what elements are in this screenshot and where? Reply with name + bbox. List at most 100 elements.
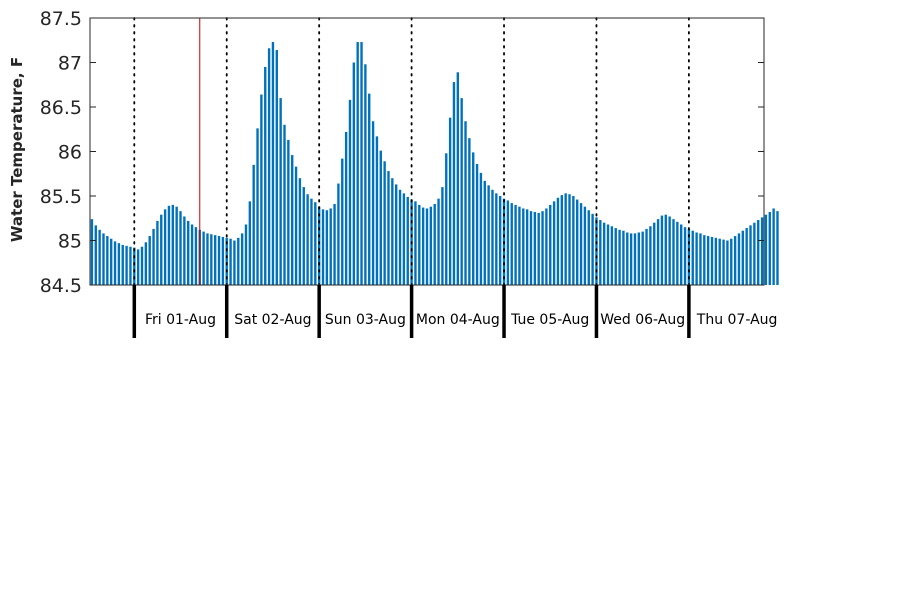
bar (626, 232, 629, 285)
bar (745, 228, 748, 285)
bar (483, 180, 486, 285)
bar (433, 204, 436, 285)
bar (183, 216, 186, 285)
bar (768, 212, 771, 285)
bar (660, 215, 664, 285)
bar (722, 239, 725, 285)
bar (244, 224, 248, 285)
bar (730, 238, 733, 285)
bar (394, 184, 398, 285)
bar (187, 220, 190, 285)
bar (764, 214, 768, 285)
bar (252, 164, 255, 285)
bar (225, 237, 228, 285)
bar (468, 138, 471, 285)
bar (160, 214, 163, 285)
bar (641, 231, 644, 285)
bar (706, 236, 710, 285)
bar (321, 209, 325, 285)
bar (98, 229, 101, 285)
bar (113, 241, 117, 285)
bar (398, 189, 402, 285)
bar (602, 222, 606, 285)
bar (402, 193, 406, 285)
bar (472, 152, 475, 285)
bar (495, 193, 498, 285)
bar (510, 203, 513, 285)
bar (541, 211, 544, 285)
bar (491, 189, 494, 285)
bar (294, 166, 298, 285)
y-tick-label: 87.5 (40, 8, 82, 30)
bar (329, 208, 332, 285)
bar (618, 229, 621, 285)
bar (144, 242, 148, 285)
y-tick-label: 86.5 (40, 97, 82, 119)
bar (437, 198, 440, 285)
bar (680, 224, 683, 285)
bar (302, 187, 305, 285)
bar (749, 225, 752, 285)
bar (348, 99, 352, 285)
bar (90, 219, 94, 285)
bar (167, 205, 171, 285)
bar (391, 178, 394, 285)
bar (136, 249, 140, 285)
bar (452, 82, 456, 285)
bar (156, 220, 159, 285)
bar (371, 121, 375, 286)
bar (772, 208, 775, 285)
y-tick-label: 86 (58, 142, 82, 164)
bar (606, 224, 610, 285)
bar (560, 195, 563, 285)
bar (171, 204, 174, 285)
bar (479, 172, 483, 285)
bar (233, 240, 236, 285)
bar (464, 121, 467, 286)
day-label: Sat 02-Aug (234, 312, 311, 328)
bar (341, 158, 344, 285)
y-tick-label: 85.5 (40, 186, 82, 208)
bar (633, 233, 637, 285)
bar (264, 66, 267, 285)
bar (206, 233, 209, 285)
bar (556, 197, 560, 285)
bar (587, 210, 590, 285)
bar (121, 244, 124, 285)
bar (337, 183, 340, 285)
bar (317, 206, 321, 285)
bar (379, 150, 382, 285)
bar (152, 228, 155, 285)
bar (753, 222, 756, 285)
bar (202, 231, 205, 285)
bar (757, 220, 760, 285)
bar (213, 235, 217, 285)
bar (610, 226, 614, 285)
bar (498, 196, 502, 285)
bar (649, 226, 652, 285)
bar (691, 230, 694, 285)
day-gridlines (133, 17, 690, 286)
y-axis: 84.5 85 85.5 86 86.5 87 87.5 (40, 8, 764, 297)
bar (352, 62, 356, 285)
day-label: Sun 03-Aug (325, 312, 406, 328)
bar (179, 211, 182, 285)
bar (726, 240, 729, 285)
bar (364, 64, 367, 285)
bar (240, 233, 244, 285)
bar (140, 246, 144, 285)
bar (441, 187, 444, 285)
bar (776, 211, 779, 285)
bar (622, 230, 625, 285)
bar (237, 237, 240, 285)
bar (279, 98, 282, 285)
bar (106, 236, 109, 285)
bar (333, 204, 336, 285)
bar (356, 42, 359, 285)
bar (733, 236, 737, 285)
bar (576, 199, 579, 285)
bar (406, 196, 409, 285)
y-axis-label: Water Temperature, F (8, 57, 26, 242)
bar (506, 200, 510, 285)
